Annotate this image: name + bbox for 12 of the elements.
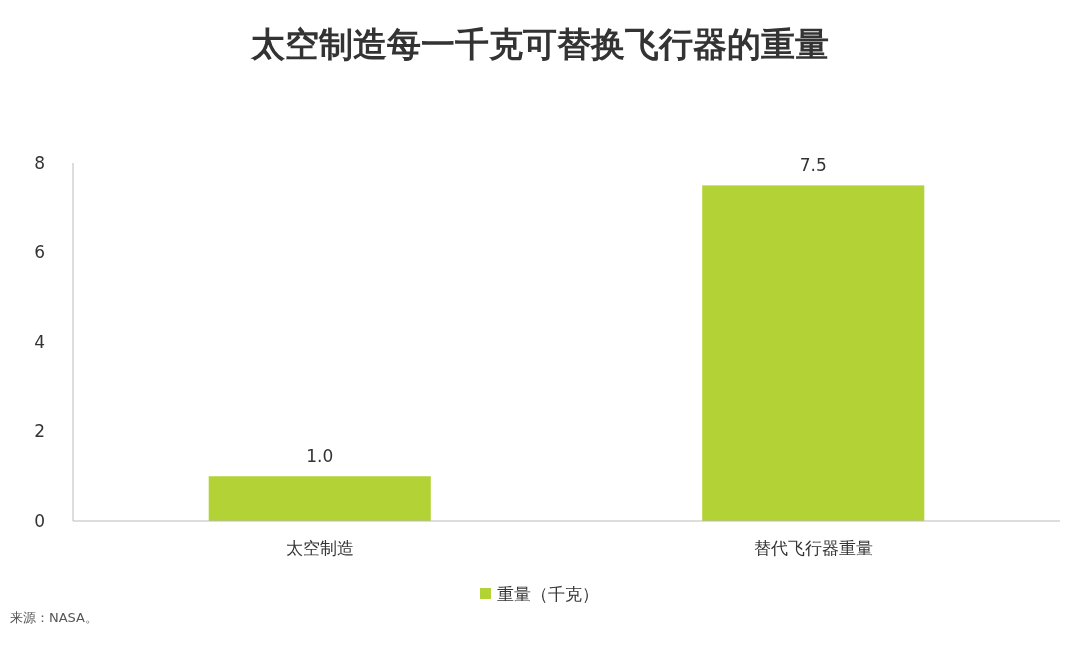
data-label: 7.5 [799, 155, 827, 176]
legend-label: 重量（千克） [497, 583, 599, 604]
x-tick-label: 替代飞行器重量 [753, 538, 873, 558]
y-tick-label: 2 [34, 421, 45, 442]
y-tick-label: 0 [34, 510, 45, 531]
data-label: 1.0 [306, 446, 334, 467]
x-tick-label: 太空制造 [285, 538, 354, 558]
y-tick-label: 8 [34, 152, 45, 173]
y-tick-label: 4 [34, 331, 45, 352]
chart-title: 太空制造每一千克可替换飞行器的重量 [250, 24, 829, 64]
source-note: 来源：NASA。 [10, 610, 99, 625]
y-tick-label: 6 [34, 242, 45, 263]
